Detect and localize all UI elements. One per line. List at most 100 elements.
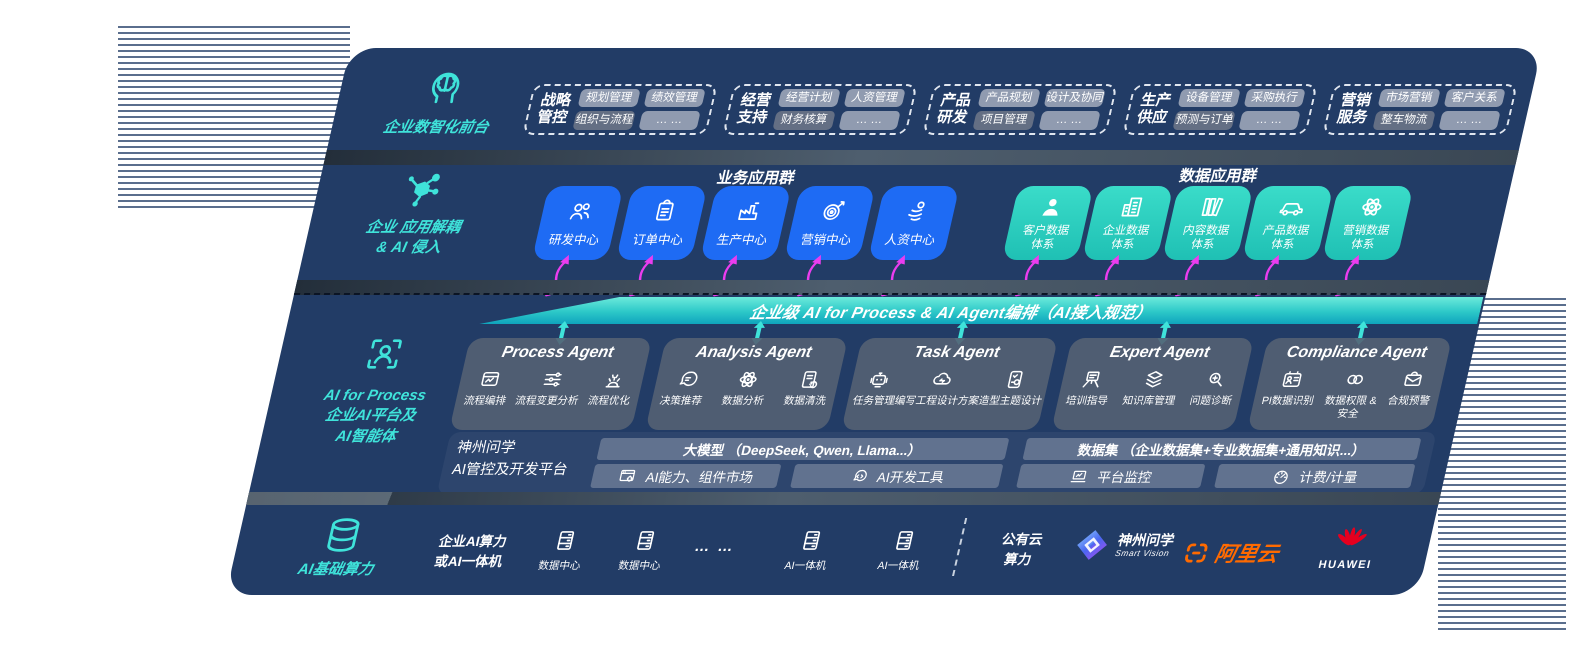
module-pill: … … — [837, 111, 901, 130]
group-title: 营销 服务 — [1335, 92, 1373, 127]
platform-vendor-label: 神州问学 AI管控及开发平台 — [450, 440, 570, 478]
server-icon — [550, 528, 581, 553]
group-title: 经营 支持 — [735, 92, 773, 127]
agent-item: 培训指导 — [1064, 368, 1115, 408]
compute-rail: AI基础算力 — [245, 514, 436, 580]
front-group-product: 产品 研发 产品规划 设计及协同 项目管理 … … — [922, 84, 1118, 135]
front-office-groups: 战略 管控 规划管理 绩效管理 组织与流程 … … 经营 支持 经营计划 人资管理 … — [522, 84, 1518, 135]
data-app-row: 客户数据 体系 企业数据 体系 内容数据 体系 产品数据 体系 营销数据 体系 — [1001, 186, 1414, 260]
agent-item: 合规预警 — [1386, 368, 1437, 408]
agent-item: 数据分析 — [720, 368, 771, 408]
monitor-icon — [1068, 467, 1091, 486]
corp-compute-label: 企业AI算力 或AI一体机 — [432, 534, 509, 570]
diagram-canvas: 企业数智化前台 战略 管控 规划管理 绩效管理 组织与流程 … … 经营 支持 经营… — [225, 48, 1543, 595]
module-pill: … … — [1237, 111, 1301, 130]
books-icon — [1195, 194, 1227, 220]
layer-edge — [323, 150, 1519, 165]
app-box-rd-center: 研发中心 — [531, 186, 624, 260]
cloud-icon — [928, 368, 956, 391]
agent-item: 数据清洗 — [782, 368, 833, 408]
smart-vision-logo: 神州问学 Smart Vision — [1071, 528, 1177, 562]
robot-icon — [865, 368, 893, 391]
ai-process-rail: AI for Process 企业AI平台及 AI智能体 — [275, 334, 477, 447]
module-pill: 财务核算 — [772, 111, 836, 130]
factory-icon — [733, 198, 765, 224]
design-icon — [1001, 368, 1029, 391]
data-box-marketing: 营销数据 体系 — [1321, 186, 1414, 260]
flow-icon — [476, 368, 504, 391]
hr-wave-icon — [901, 198, 933, 224]
agent-box-process: Process Agent 流程编排 流程变更分析 流程优化 — [449, 338, 653, 430]
platform-cell-billing: 计费/计量 — [1214, 464, 1416, 488]
agent-item: 流程变更分析 — [514, 368, 586, 408]
front-group-marketing: 营销 服务 市场营销 客户关系 整车物流 … … — [1322, 84, 1518, 135]
compute-node-datacenter: 数据中心 — [602, 528, 684, 573]
optimize-icon — [600, 368, 628, 391]
agent-item: 造型主题设计 — [977, 368, 1049, 408]
server-icon — [630, 528, 661, 553]
module-pill: 项目管理 — [972, 111, 1036, 130]
ai-process-label-line1: AI for Process — [322, 387, 428, 404]
huawei-flower-icon — [1331, 524, 1370, 556]
clipboard-icon — [649, 198, 681, 224]
idcard-icon — [1279, 368, 1307, 391]
decouple-label-line2: & AI 侵入 — [374, 239, 443, 257]
module-pill: 采购执行 — [1243, 89, 1306, 108]
data-box-customer: 客户数据 体系 — [1001, 186, 1094, 260]
sliders-icon — [538, 368, 566, 391]
data-box-product: 产品数据 体系 — [1241, 186, 1334, 260]
group-pills: 市场营销 客户关系 整车物流 … … — [1372, 89, 1506, 130]
business-apps-header: 业务应用群 — [715, 170, 797, 187]
scan-person-icon — [360, 334, 409, 374]
module-pill: 设备管理 — [1177, 89, 1241, 108]
person-icon — [1035, 194, 1067, 220]
people-icon — [565, 198, 597, 224]
cloud-divider — [952, 518, 968, 576]
car-icon — [1275, 194, 1307, 220]
decision-icon — [672, 368, 700, 391]
database-icon — [318, 514, 370, 556]
model-bar: 大模型 （DeepSeek, Qwen, Llama...） — [596, 438, 1010, 460]
module-pill: 产品规划 — [977, 89, 1041, 108]
module-pill: 经营计划 — [777, 89, 841, 108]
atom-icon — [1355, 194, 1387, 220]
group-pills: 设备管理 采购执行 预测与订单 … … — [1172, 89, 1306, 130]
decorative-stripes-left — [118, 26, 350, 208]
module-pill: 人资管理 — [843, 89, 906, 108]
agent-item: 决策推荐 — [658, 368, 709, 408]
business-app-row: 研发中心 订单中心 生产中心 营销中心 人资中心 — [531, 186, 960, 260]
clean-icon — [796, 368, 824, 391]
building-icon — [1115, 194, 1147, 220]
link-rings-icon — [1342, 368, 1370, 391]
ai-boundary-dashed-line — [293, 293, 1487, 295]
module-pill: 绩效管理 — [643, 89, 706, 108]
app-box-marketing-center: 营销中心 — [783, 186, 876, 260]
compute-node-datacenter: 数据中心 — [522, 528, 604, 573]
agent-box-task: Task Agent 任务管理 编写工程设计方案 造型主题设计 — [841, 338, 1059, 430]
decouple-rail: 企业 应用解耦 & AI 侵入 — [318, 168, 515, 259]
market-icon — [616, 467, 639, 486]
module-pill: 整车物流 — [1372, 111, 1436, 130]
smart-vision-diamond-icon — [1071, 528, 1113, 562]
group-title: 生产 供应 — [1135, 92, 1173, 127]
front-group-strategy: 战略 管控 规划管理 绩效管理 组织与流程 … … — [522, 84, 718, 135]
platform-cell-devtools: AI开发工具 — [790, 464, 1004, 488]
group-title: 产品 研发 — [935, 92, 973, 127]
molecule-icon — [396, 168, 448, 210]
data-box-enterprise: 企业数据 体系 — [1081, 186, 1174, 260]
app-box-production-center: 生产中心 — [699, 186, 792, 260]
compute-node-ai-appliance: AI一体机 — [768, 528, 850, 573]
ellipsis-label: … … — [692, 538, 737, 555]
agent-item: 流程编排 — [462, 368, 513, 408]
data-box-content: 内容数据 体系 — [1161, 186, 1254, 260]
huawei-logo: HUAWEI — [1317, 524, 1381, 571]
ai-process-label-line3: AI智能体 — [333, 427, 398, 445]
group-pills: 经营计划 人资管理 财务核算 … … — [772, 89, 906, 130]
agent-box-analysis: Analysis Agent 决策推荐 数据分析 数据清洗 — [645, 338, 849, 430]
module-pill: 组织与流程 — [572, 111, 636, 130]
agent-box-compliance: Compliance Agent PI数据识别 数据权限 & 安全 合规预警 — [1247, 338, 1453, 430]
platform-cell-monitor: 平台监控 — [1016, 464, 1206, 488]
module-pill: 市场营销 — [1377, 89, 1441, 108]
server-icon — [796, 528, 827, 553]
